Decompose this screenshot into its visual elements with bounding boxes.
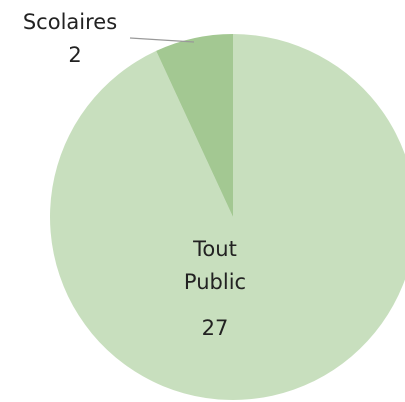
value-label: 27	[201, 316, 229, 340]
category-label: Scolaires	[22, 10, 118, 34]
leader-line	[129, 37, 195, 43]
value-label: 2	[68, 43, 82, 67]
pie-slice	[50, 34, 405, 400]
category-label: Tout Public	[183, 237, 247, 294]
pie-slice	[156, 34, 233, 217]
